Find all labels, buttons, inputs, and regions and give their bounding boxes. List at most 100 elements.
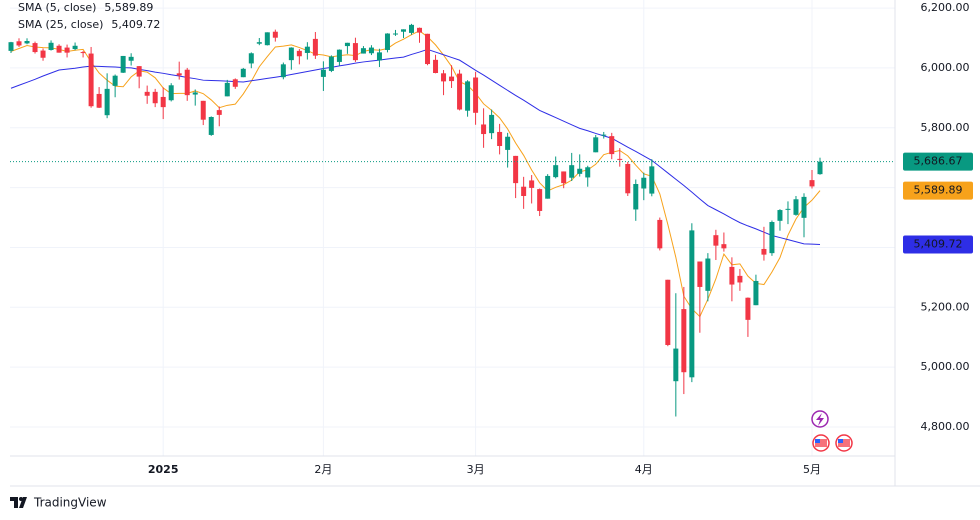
candle-body <box>569 165 575 178</box>
sma-tag-label: 5,409.72 <box>914 238 963 251</box>
sma-tag <box>903 235 973 254</box>
candle-body <box>481 124 487 135</box>
x-tick-label: 2025 <box>148 463 179 476</box>
logo <box>10 497 27 508</box>
candle-body <box>809 180 815 187</box>
candle-body <box>641 177 647 189</box>
candle-body <box>593 137 599 153</box>
candle-body <box>360 48 366 54</box>
candle-body <box>280 64 286 78</box>
candle-body <box>777 210 783 221</box>
candle-body <box>88 53 94 107</box>
candle-body <box>713 235 719 246</box>
candle-body <box>433 59 439 74</box>
candle-body <box>737 275 743 283</box>
x-tick-label: 3月 <box>467 463 485 476</box>
event-icons <box>811 410 853 452</box>
y-tick-label: 6,000.00 <box>921 61 970 74</box>
candle-body <box>769 222 775 254</box>
candle-body <box>649 166 655 194</box>
candle-body <box>625 163 631 194</box>
candle-body <box>441 73 447 82</box>
candle-body <box>721 244 727 249</box>
y-tick-label: 5,000.00 <box>921 360 970 373</box>
candle-body <box>224 82 230 97</box>
candle-body <box>489 114 495 134</box>
candle-body <box>72 45 78 50</box>
sma-line <box>10 48 821 246</box>
candle-body <box>793 199 799 215</box>
candle-body <box>240 68 246 78</box>
candle-body <box>200 100 206 120</box>
candle-body <box>553 165 559 178</box>
x-tick-label: 2月 <box>314 463 332 476</box>
candle-body <box>425 33 431 65</box>
candle-body <box>697 261 703 287</box>
candle-body <box>449 76 455 82</box>
candle-body <box>112 75 118 86</box>
candle-body <box>264 32 270 46</box>
candle-body <box>761 248 767 255</box>
x-tick-label: 5月 <box>803 463 821 476</box>
candle-body <box>521 186 527 196</box>
candle-body <box>529 180 535 188</box>
legend-value: 5,409.72 <box>111 18 160 31</box>
candle-body <box>168 85 174 101</box>
candle-body <box>216 110 222 115</box>
brand-name: TradingView <box>33 496 107 510</box>
candle-body <box>8 42 14 51</box>
candle-body <box>256 42 262 44</box>
candle-body <box>160 96 166 108</box>
candle-body <box>328 56 334 71</box>
candle-body <box>681 309 687 373</box>
candle-body <box>753 280 759 306</box>
candle-body <box>304 46 310 53</box>
candle-body <box>657 219 663 249</box>
candle-body <box>705 258 711 291</box>
candle-body <box>745 297 751 320</box>
legend-value: 5,589.89 <box>104 1 153 14</box>
candle-body <box>545 175 551 199</box>
candle-body <box>56 45 62 53</box>
candle-body <box>617 158 623 160</box>
candle-body <box>176 73 182 76</box>
candle-body <box>80 52 86 54</box>
candle-body <box>497 131 503 147</box>
x-tick-label: 4月 <box>635 463 653 476</box>
price-tag <box>903 152 973 171</box>
candle-body <box>96 93 102 108</box>
y-tick-label: 5,200.00 <box>921 300 970 313</box>
candle-body <box>409 24 414 33</box>
candle-body <box>633 184 639 210</box>
candle-body <box>673 348 679 382</box>
candle-body <box>601 134 607 136</box>
candle-body <box>104 88 110 116</box>
candle-body <box>729 266 735 285</box>
candle-body <box>801 196 807 218</box>
candle-body <box>689 230 695 378</box>
candle-body <box>344 42 350 47</box>
candle-body <box>785 208 791 210</box>
candle-body <box>184 69 190 96</box>
candle-body <box>48 42 54 50</box>
candle-body <box>144 91 150 96</box>
candle-body <box>585 167 591 178</box>
candle-body <box>40 50 46 58</box>
candle-body <box>465 81 471 111</box>
candle-body <box>128 56 134 61</box>
candle-body <box>208 116 214 135</box>
candle-body <box>64 47 70 53</box>
candle-body <box>272 31 278 38</box>
candle-body <box>120 55 126 73</box>
candle-body <box>505 136 511 150</box>
candle-body <box>400 29 406 32</box>
candle-body <box>352 43 358 61</box>
sma-tag <box>903 181 973 200</box>
y-tick-label: 6,200.00 <box>921 1 970 14</box>
candle-body <box>136 66 142 77</box>
candle-body <box>288 47 294 61</box>
candle-body <box>376 52 382 61</box>
candle-body <box>368 47 374 54</box>
candle-body <box>577 168 583 174</box>
